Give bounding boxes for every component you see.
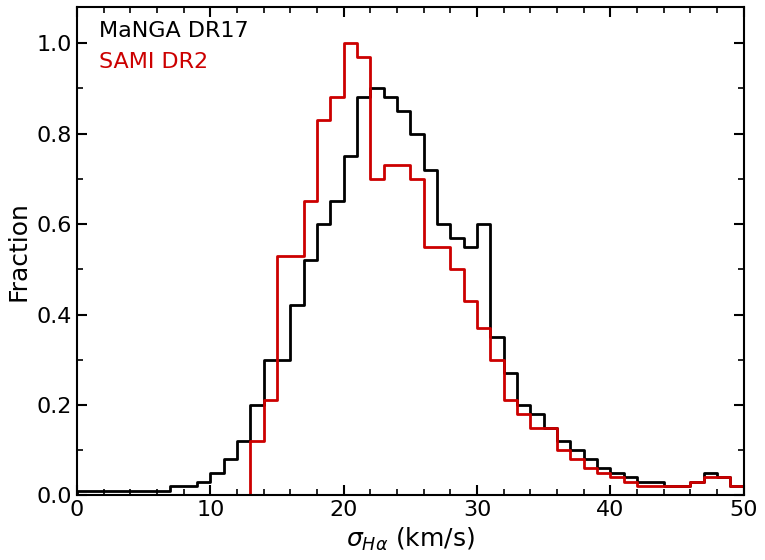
SAMI DR2 (72, 492, 81, 499)
MaNGA DR17 (552, 424, 562, 431)
SAMI DR2 (219, 492, 228, 499)
MaNGA DR17 (72, 492, 81, 499)
Line: SAMI DR2: SAMI DR2 (76, 43, 744, 496)
SAMI DR2 (659, 483, 669, 490)
SAMI DR2 (606, 469, 615, 476)
SAMI DR2 (552, 424, 562, 431)
SAMI DR2 (379, 162, 389, 169)
X-axis label: $\sigma_{H\alpha}$ (km/s): $\sigma_{H\alpha}$ (km/s) (346, 526, 475, 553)
MaNGA DR17 (739, 492, 748, 499)
SAMI DR2 (739, 492, 748, 499)
MaNGA DR17 (366, 85, 375, 92)
Legend: MaNGA DR17, SAMI DR2: MaNGA DR17, SAMI DR2 (90, 12, 258, 81)
MaNGA DR17 (192, 478, 201, 485)
MaNGA DR17 (219, 469, 228, 476)
MaNGA DR17 (659, 478, 669, 485)
MaNGA DR17 (379, 94, 389, 101)
Y-axis label: Fraction: Fraction (7, 201, 31, 301)
MaNGA DR17 (606, 465, 615, 472)
SAMI DR2 (192, 492, 201, 499)
Line: MaNGA DR17: MaNGA DR17 (76, 88, 744, 496)
SAMI DR2 (339, 40, 348, 46)
